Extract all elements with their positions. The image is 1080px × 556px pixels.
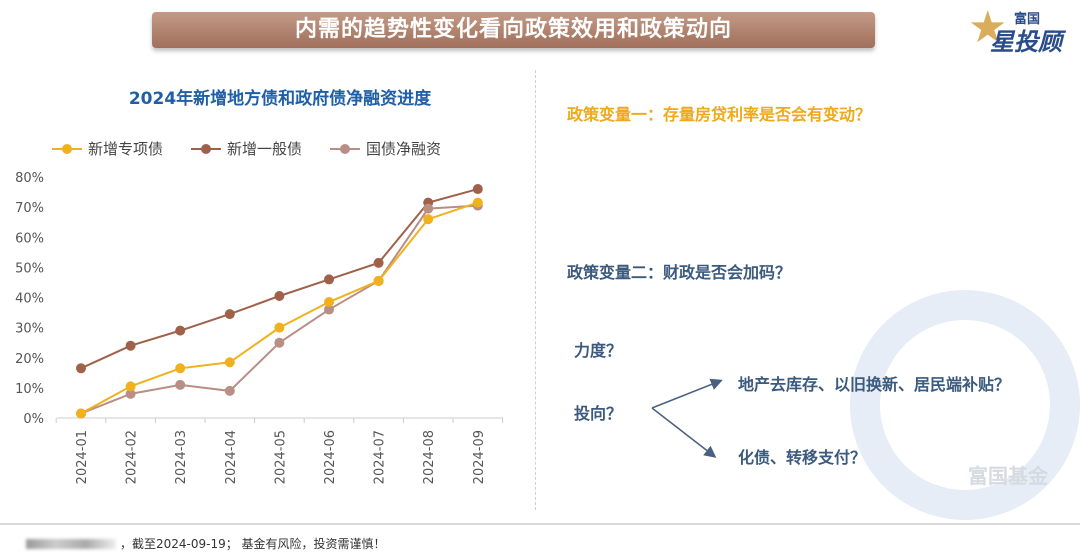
x-tick-label: 2024-05	[273, 430, 288, 484]
x-tick-label: 2024-07	[373, 430, 388, 484]
arrow-down	[651, 407, 717, 458]
chart-legend: 新增专项债 新增一般债 国债净融资	[52, 138, 441, 159]
x-tick-label: 2024-01	[75, 430, 90, 484]
y-tick-label: 0%	[23, 412, 44, 427]
data-point	[175, 325, 186, 336]
y-tick-label: 50%	[15, 261, 44, 276]
y-tick-label: 10%	[15, 382, 44, 397]
data-point	[274, 322, 285, 333]
data-point	[324, 274, 334, 285]
policy-question-2: 政策变量二：财政是否会加码？	[567, 263, 792, 282]
x-tick-label: 2024-03	[174, 430, 189, 484]
data-point	[324, 304, 334, 315]
data-point	[423, 203, 434, 214]
x-tick-label: 2024-04	[224, 430, 239, 484]
legend-item: 新增一般债	[191, 138, 302, 159]
y-tick-label: 80%	[15, 171, 44, 186]
legend-item: 新增专项债	[52, 138, 163, 159]
divider	[535, 70, 536, 510]
data-point	[423, 214, 434, 225]
legend-item: 国债净融资	[330, 138, 441, 159]
data-point	[472, 197, 483, 208]
x-tick-label: 2024-02	[125, 430, 140, 484]
x-tick-label: 2024-09	[472, 430, 487, 484]
logo: ★ 富国 星投顾	[968, 2, 1074, 57]
strength-label: 力度？	[574, 341, 623, 360]
footer: ，截至2024-09-19； 基金有风险，投资需谨慎！	[26, 535, 386, 552]
data-point	[324, 297, 334, 308]
data-point	[274, 290, 285, 301]
data-point	[224, 357, 235, 368]
data-point	[224, 385, 235, 396]
series-line	[80, 201, 479, 415]
data-point	[125, 340, 136, 351]
data-point	[125, 381, 136, 392]
data-point	[274, 337, 285, 348]
x-tick-label: 2024-06	[323, 430, 338, 484]
data-point	[472, 184, 483, 195]
legend-label: 新增专项债	[88, 140, 164, 158]
data-point	[373, 275, 384, 286]
branch-2: 化债、转移支付？	[738, 448, 867, 467]
data-point	[76, 363, 86, 374]
y-tick-label: 60%	[15, 231, 44, 246]
legend-label: 新增一般债	[227, 140, 303, 158]
data-point	[373, 257, 384, 268]
data-point	[175, 363, 186, 374]
watermark-text: 富国基金	[968, 464, 1048, 488]
blurred-text	[26, 538, 116, 549]
legend-label: 国债净融资	[366, 140, 442, 158]
y-tick-label: 40%	[15, 292, 44, 307]
logo-text-large: 星投顾	[990, 28, 1062, 56]
y-tick-label: 30%	[15, 322, 44, 337]
arrow-up	[651, 378, 723, 409]
data-point	[224, 309, 235, 320]
star-icon: ★	[968, 2, 1008, 53]
data-point	[175, 379, 186, 390]
branch-1: 地产去库存、以旧换新、居民端补贴？	[738, 375, 1011, 394]
policy-question-1: 政策变量一：存量房贷利率是否会有变动？	[567, 105, 872, 124]
logo-text-small: 富国	[1014, 12, 1041, 27]
y-tick-label: 70%	[15, 201, 44, 216]
chart-title: 2024年新增地方债和政府债净融资进度	[128, 89, 432, 109]
line-chart: 0% 10% 20% 30% 40% 50% 60% 70% 80% 2024-01 2024-02…	[15, 171, 504, 484]
footer-divider	[0, 523, 1080, 525]
y-tick-label: 20%	[15, 352, 44, 367]
data-point	[125, 388, 136, 399]
page-title: 内需的趋势性变化看向政策效用和政策动向	[152, 12, 875, 48]
direction-label: 投向？	[574, 404, 623, 423]
data-point	[76, 408, 86, 419]
x-tick-label: 2024-08	[422, 430, 437, 484]
branch-arrows	[651, 378, 723, 458]
footer-text: ，截至2024-09-19； 基金有风险，投资需谨慎！	[120, 537, 386, 551]
